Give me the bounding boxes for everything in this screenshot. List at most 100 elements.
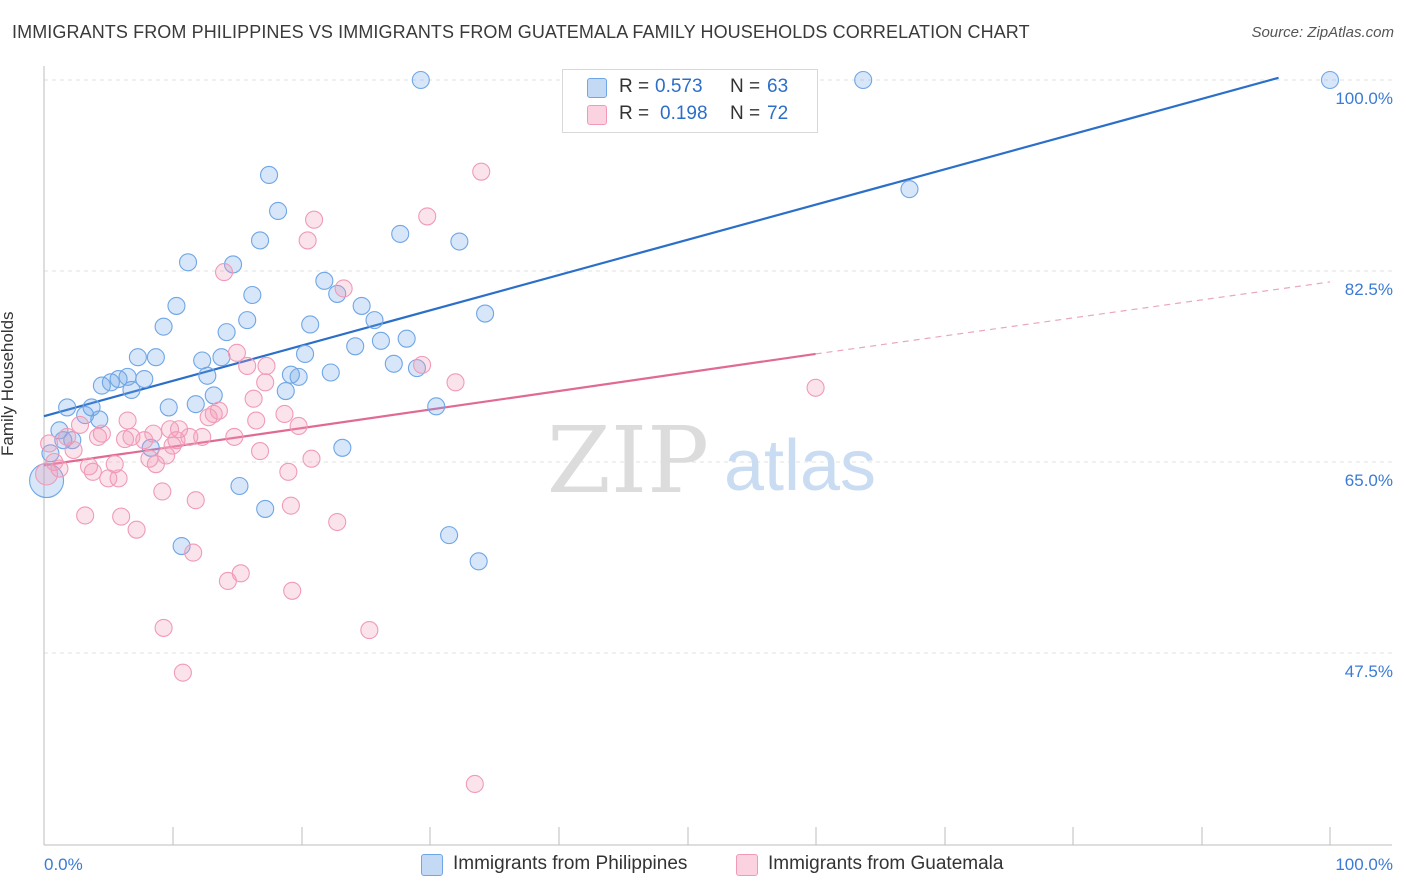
guatemala-point	[58, 427, 77, 446]
philippines-point	[193, 351, 212, 370]
philippines-point	[122, 380, 141, 400]
trendlines	[43, 76, 1331, 467]
guatemala-point	[418, 207, 437, 226]
guatemala-point	[184, 543, 203, 562]
philippines-point	[301, 315, 320, 334]
guatemala-legend-label: Immigrants from Guatemala	[768, 853, 1004, 874]
guatemala-point	[186, 491, 205, 510]
guatemala-point	[76, 506, 95, 525]
guatemala-trendline	[43, 352, 816, 467]
guatemala-point	[283, 581, 302, 600]
guatemala-point	[157, 446, 176, 465]
guatemala-point	[112, 507, 131, 526]
guatemala-point	[472, 162, 491, 181]
guatemala-point	[118, 411, 137, 430]
guatemala-point	[35, 462, 59, 486]
axes	[43, 66, 1392, 846]
philippines-point	[186, 395, 205, 414]
philippines-point	[900, 180, 919, 199]
guatemala-legend-swatch	[736, 854, 758, 876]
philippines-point	[440, 526, 459, 545]
guatemala-point	[64, 440, 83, 460]
guatemala-point	[256, 373, 275, 392]
data-points	[29, 70, 1340, 794]
r-label: R =	[619, 103, 650, 124]
guatemala-point	[214, 263, 234, 282]
guatemala-point	[180, 427, 199, 446]
philippines-legend-label: Immigrants from Philippines	[453, 853, 688, 874]
philippines-swatch	[587, 78, 607, 98]
n-value-guatemala: 72	[767, 103, 789, 124]
philippines-point	[391, 224, 410, 243]
guatemala-point	[144, 424, 163, 443]
guatemala-point	[231, 564, 250, 583]
philippines-point	[321, 363, 340, 382]
philippines-point	[172, 536, 191, 556]
guatemala-point	[446, 373, 465, 392]
philippines-point	[276, 382, 295, 401]
guatemala-point	[153, 482, 172, 501]
guatemala-point	[199, 408, 218, 427]
chart-title: IMMIGRANTS FROM PHILIPPINES VS IMMIGRANT…	[12, 22, 1030, 42]
philippines-point	[198, 366, 217, 385]
y-tick-label: 100.0%	[1335, 89, 1393, 108]
guatemala-point	[154, 618, 173, 637]
guatemala-point	[250, 442, 270, 461]
philippines-point	[90, 410, 109, 429]
philippines-point	[365, 311, 384, 330]
guatemala-point	[92, 424, 111, 443]
philippines-point	[76, 406, 95, 425]
philippines-point	[315, 271, 334, 290]
philippines-point	[41, 444, 60, 463]
guatemala-swatch	[587, 105, 607, 125]
guatemala-point	[334, 279, 353, 298]
philippines-point	[407, 359, 426, 378]
guatemala-trendline-extension	[815, 281, 1331, 355]
philippines-point	[469, 552, 488, 571]
philippines-point	[333, 438, 352, 457]
philippines-point	[63, 431, 82, 450]
philippines-point	[238, 311, 257, 330]
guatemala-point	[50, 459, 69, 478]
guatemala-point	[127, 520, 146, 539]
r-value-guatemala: 0.198	[660, 103, 708, 124]
guatemala-point	[465, 774, 484, 794]
guatemala-point	[105, 455, 124, 474]
philippines-point	[371, 331, 390, 350]
n-label: N =	[730, 76, 761, 97]
philippines-point	[854, 70, 873, 90]
watermark: ZIP atlas	[547, 407, 876, 514]
philippines-point	[259, 165, 279, 185]
y-tick-label: 47.5%	[1345, 662, 1393, 681]
philippines-point	[135, 370, 154, 389]
guatemala-point	[360, 621, 379, 640]
guatemala-point	[204, 404, 223, 424]
guatemala-point	[227, 343, 246, 362]
n-value-philippines: 63	[767, 76, 789, 97]
guatemala-point	[302, 449, 321, 468]
x-tick-label: 0.0%	[44, 855, 83, 874]
n-label: N =	[730, 103, 761, 124]
guatemala-point	[83, 462, 102, 481]
y-tick-label: 65.0%	[1345, 471, 1393, 490]
guatemala-point	[40, 434, 59, 453]
r-value-philippines: 0.573	[655, 76, 703, 97]
guatemala-point	[70, 415, 90, 434]
guatemala-point	[806, 378, 825, 397]
philippines-point	[243, 285, 262, 305]
guatemala-point	[275, 404, 294, 424]
guatemala-point	[328, 512, 347, 532]
r-label: R =	[619, 76, 650, 97]
philippines-legend-swatch	[421, 854, 443, 876]
philippines-point	[159, 398, 178, 417]
tick-labels: 100.0% 82.5% 65.0% 47.5% 0.0% 100.0%	[44, 89, 1393, 874]
philippines-point	[167, 296, 186, 315]
x-tick-label: 100.0%	[1335, 855, 1393, 874]
watermark-atlas: atlas	[724, 426, 876, 506]
philippines-point	[146, 348, 165, 367]
guatemala-point	[281, 496, 300, 515]
guatemala-point	[173, 663, 192, 682]
philippines-point	[217, 323, 236, 342]
guatemala-point	[109, 469, 128, 488]
source-label: Source: ZipAtlas.com	[1251, 24, 1394, 41]
